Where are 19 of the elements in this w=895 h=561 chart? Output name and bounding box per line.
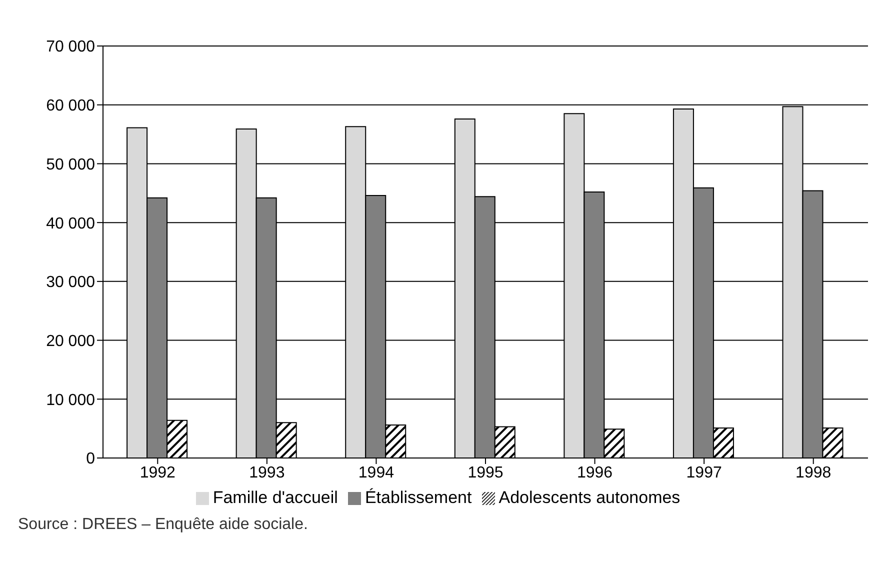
legend-label: Adolescents autonomes bbox=[498, 488, 680, 507]
x-tick-label: 1993 bbox=[249, 464, 285, 482]
x-tick-label: 1996 bbox=[576, 464, 613, 482]
y-tick-label: 60 000 bbox=[46, 98, 96, 115]
legend-label: Établissement bbox=[364, 488, 472, 507]
x-tick-label: 1992 bbox=[140, 464, 176, 482]
y-tick-label: 30 000 bbox=[46, 274, 96, 292]
legend-label: Famille d'accueil bbox=[212, 488, 338, 507]
x-tick-label: 1995 bbox=[468, 464, 504, 482]
y-tick-label: 50 000 bbox=[46, 156, 96, 174]
x-tick-label: 1997 bbox=[686, 464, 722, 482]
y-tick-label: 10 000 bbox=[46, 392, 96, 409]
y-tick-label: 0 bbox=[86, 450, 96, 468]
y-tick-label: 40 000 bbox=[46, 215, 96, 232]
source-note: Source : DREES – Enquête aide sociale. bbox=[18, 516, 308, 534]
x-tick-label: 1994 bbox=[358, 464, 394, 482]
y-tick-label: 70 000 bbox=[46, 38, 96, 56]
y-tick-label: 20 000 bbox=[46, 332, 96, 350]
x-tick-label: 1998 bbox=[796, 464, 832, 482]
